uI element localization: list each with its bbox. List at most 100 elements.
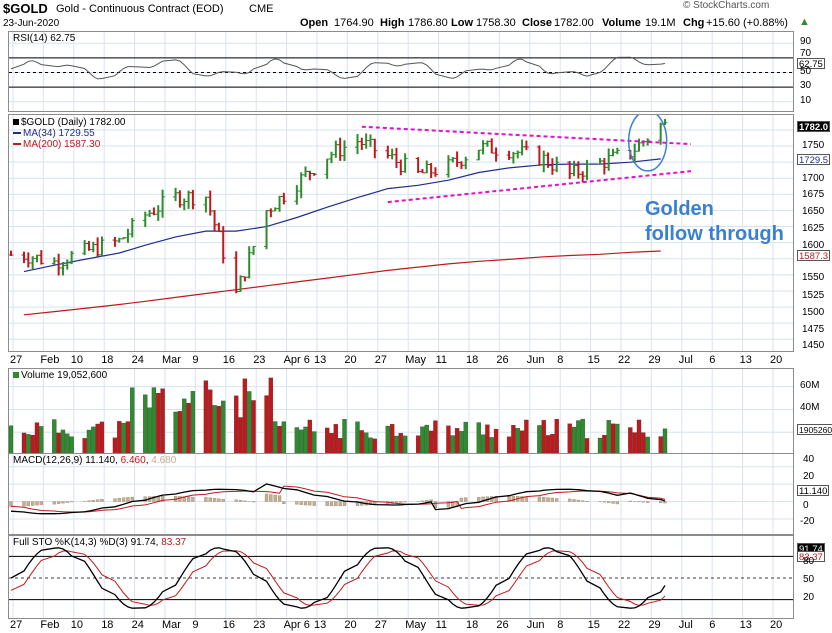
x-tick-label: 10 [70, 354, 84, 366]
volume-bar [251, 400, 256, 453]
price-legend-ma200: MA(200) 1587.30 [13, 139, 100, 150]
macd-hist-bar [100, 499, 104, 502]
volume-bar [312, 431, 317, 453]
volume-bar [424, 424, 429, 453]
macd-hist-bar [433, 501, 438, 508]
x-tick-label: 9 [192, 354, 199, 366]
volume-badge: 19052600 [797, 424, 832, 435]
macd-hist-bar [524, 496, 529, 502]
legend-ma200-text: MA(200) 1587.30 [23, 139, 101, 150]
x-tick-label: Feb [40, 619, 60, 631]
price-legend-ma34: MA(34) 1729.55 [13, 128, 95, 139]
macd-hist-bar [264, 493, 269, 502]
volume-bar [550, 433, 555, 453]
volume-bar [567, 423, 572, 453]
macd-hist-bar [520, 496, 524, 502]
macd-signal-value: 6.460 [120, 455, 146, 466]
sto-k-line [10, 547, 666, 609]
x-tick-label: Jul [678, 354, 693, 366]
macd-hist-bar [22, 501, 26, 507]
macd-line [10, 483, 666, 515]
x-tick-label: 18 [466, 354, 479, 366]
macd-hist-bar [238, 500, 243, 502]
volume-bar [463, 421, 468, 453]
volume-bar [130, 387, 135, 453]
volume-label-text: Volume 19,052,600 [21, 370, 108, 381]
macd-hist-bar [277, 495, 282, 502]
trendline-upper [361, 125, 692, 146]
chart-date: 23-Jun-2020 [3, 18, 60, 29]
volume-bar [515, 428, 520, 453]
macd-hist-bar [420, 500, 425, 502]
x-tick-label: 18 [466, 619, 479, 631]
macd-hist-bar [160, 496, 165, 502]
macd-hist-bar [121, 497, 126, 502]
volume-label: Volume [602, 17, 641, 29]
volume-bar [459, 431, 464, 453]
volume-bar [602, 434, 607, 453]
volume-bar [277, 425, 282, 453]
exchange: CME [249, 3, 274, 15]
volume-bar [641, 432, 646, 453]
volume-bar [238, 417, 243, 453]
price-tick: 1650 [802, 206, 825, 217]
volume-bar [39, 426, 44, 453]
macd-hist-bar [251, 501, 256, 503]
macd-tick: 40 [803, 454, 815, 465]
volume-bar [580, 418, 585, 453]
macd-hist-bar [39, 501, 43, 505]
macd-hist-bar [178, 496, 182, 502]
volume-bar [364, 432, 369, 453]
price-tick: 1525 [802, 290, 825, 301]
open-label: Open [300, 17, 329, 29]
volume-bar [485, 424, 490, 453]
volume-bar [307, 419, 312, 453]
sto-label-prefix: Full STO %K(14,3) %D(3) [13, 537, 128, 548]
macd-hist-bar [611, 501, 615, 504]
macd-hist-bar [576, 499, 581, 502]
x-tick-label: 16 [222, 354, 236, 366]
volume-bar [359, 430, 364, 453]
volume-bar [606, 420, 611, 453]
sto-d-value: 83.37 [161, 537, 187, 548]
volume-bar [325, 427, 330, 453]
annotation-line1: Golden [645, 198, 714, 220]
macd-hist-bar [87, 500, 91, 502]
volume-bar [299, 429, 304, 453]
x-tick-label: 6 [709, 354, 716, 366]
trendline-lower [387, 170, 692, 204]
volume-bar [268, 377, 274, 453]
macd-hist-bar [368, 501, 373, 506]
volume-tick: 40M [800, 402, 820, 413]
macd-hist-bar [9, 501, 13, 507]
volume-bar [30, 434, 35, 453]
sto-panel: Full STO %K(14,3) %D(3) 91.74, 83.37 [8, 535, 794, 619]
volume-bar [519, 430, 525, 453]
volume-bar [273, 421, 278, 453]
sto-k-value: 91.74 [130, 537, 156, 548]
volume-bar [489, 437, 494, 453]
volume-bar [450, 435, 455, 453]
volume-bar [247, 391, 252, 453]
legend-swatch [13, 132, 21, 135]
volume-bar [95, 423, 100, 453]
x-tick-label: 15 [587, 354, 600, 366]
macd-hist-bar [221, 499, 225, 502]
macd-hist-bar [295, 501, 299, 505]
volume-value: 19.1M [645, 17, 676, 29]
volume-bar [190, 391, 196, 453]
chg-label: Chg [683, 17, 705, 29]
volume-bar [86, 429, 92, 453]
macd-hist-bar [581, 500, 585, 502]
x-tick-label: 20 [770, 619, 783, 631]
x-tick-label: Mar [162, 619, 181, 631]
macd-hist-bar [282, 501, 286, 505]
sto-d-line [10, 550, 666, 606]
x-tick-label: May [405, 354, 426, 366]
volume-bar [182, 398, 187, 453]
macd-value: 11.140 [85, 455, 116, 466]
macd-hist-bar [663, 501, 667, 504]
volume-bar [476, 422, 481, 453]
symbol: $GOLD [3, 1, 48, 16]
macd-hist-bar [329, 501, 334, 507]
